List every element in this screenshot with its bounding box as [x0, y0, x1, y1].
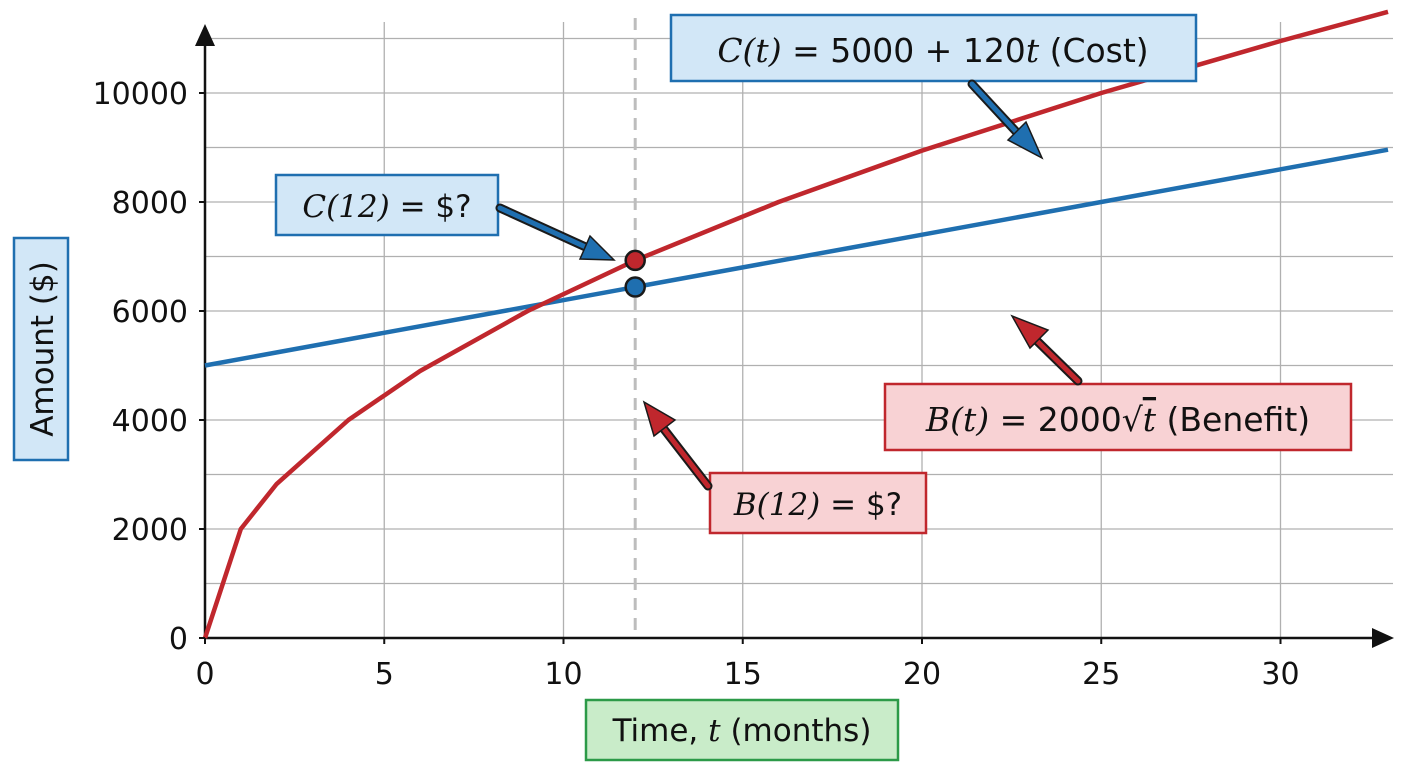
- x-tick-label: 10: [544, 657, 582, 692]
- benefit-formula-label: B(t) = 2000√t (Benefit): [925, 400, 1310, 439]
- tick-labels: 0 5 10 15 20 25 30 0 2000 4000 6000 8000 10000: [93, 77, 1300, 692]
- y-axis-arrowhead: [195, 24, 215, 46]
- x-axis-label: Time, t (months): [612, 713, 872, 749]
- cost-point-label: C(12) = $?: [302, 189, 471, 225]
- y-axis-label: Amount ($): [25, 261, 61, 437]
- x-axis-label-box: Time, t (months): [584, 698, 900, 762]
- x-tick-label: 25: [1082, 657, 1120, 692]
- point-cost-12: [624, 276, 646, 298]
- series-group: [202, 9, 1389, 639]
- cost-point-arrow: [495, 203, 616, 261]
- highlighted-points: [624, 249, 646, 298]
- benefit-formula-callout: B(t) = 2000√t (Benefit): [883, 314, 1353, 452]
- series-line-cost: [204, 147, 1389, 368]
- y-tick-label: 4000: [112, 404, 188, 439]
- cost-formula-callout: C(t) = 5000 + 120t (Cost): [669, 13, 1198, 160]
- axes: [195, 24, 1394, 648]
- cost-formula-arrow: [967, 79, 1044, 160]
- x-tick-label: 30: [1261, 657, 1299, 692]
- y-tick-label: 2000: [112, 513, 188, 548]
- y-tick-label: 8000: [112, 186, 188, 221]
- benefit-point-label: B(12) = $?: [733, 487, 902, 523]
- x-tick-label: 20: [903, 657, 941, 692]
- benefit-point-arrow: [642, 400, 713, 491]
- x-tick-label: 15: [724, 657, 762, 692]
- point-benefit-12: [624, 249, 646, 272]
- grid: [205, 22, 1393, 638]
- x-axis-arrowhead: [1372, 628, 1394, 648]
- series-line-benefit: [202, 9, 1389, 639]
- y-tick-label: 0: [169, 622, 188, 657]
- benefit-formula-arrow: [1010, 314, 1083, 386]
- x-tick-label: 0: [195, 657, 214, 692]
- y-axis-label-box: Amount ($): [12, 236, 70, 462]
- cost-point-callout: C(12) = $?: [274, 173, 616, 261]
- benefit-point-callout: B(12) = $?: [642, 400, 928, 535]
- y-tick-label: 10000: [93, 77, 188, 112]
- y-tick-label: 6000: [112, 295, 188, 330]
- cost-formula-label: C(t) = 5000 + 120t (Cost): [717, 31, 1148, 70]
- x-tick-label: 5: [375, 657, 394, 692]
